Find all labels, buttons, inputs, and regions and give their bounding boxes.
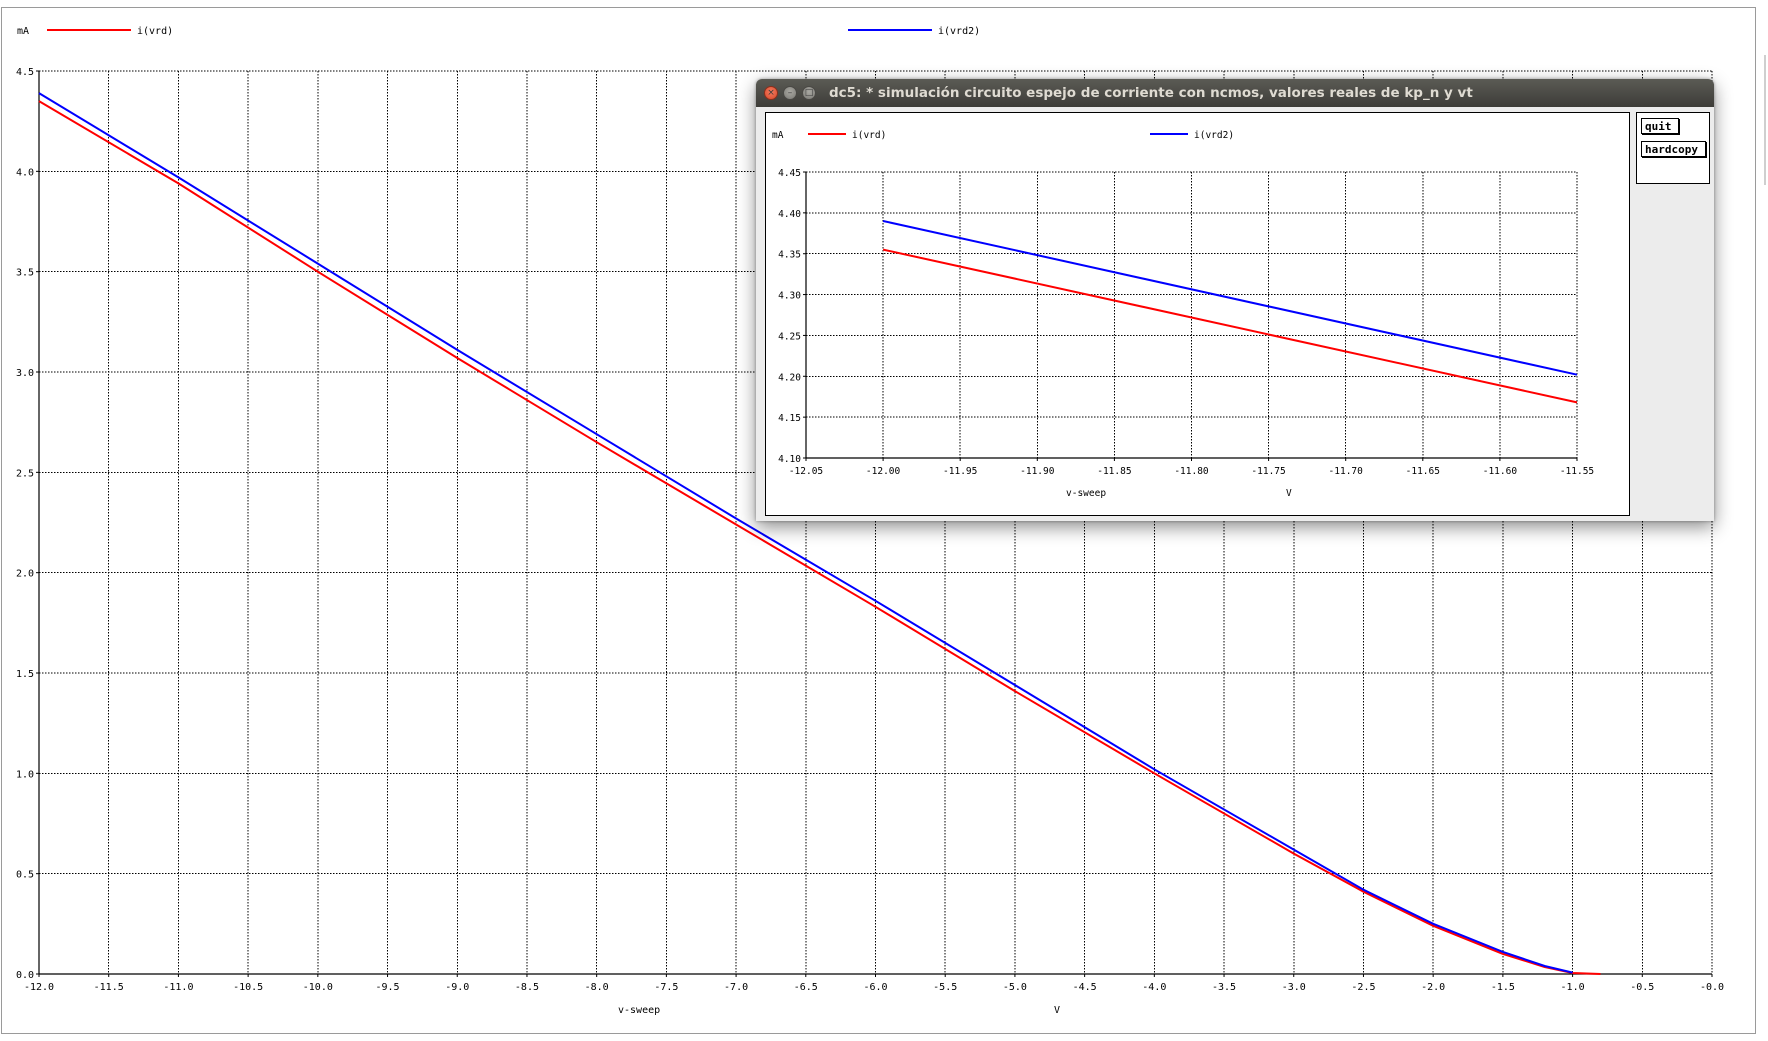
x-axis-label: v-sweep	[618, 1005, 660, 1016]
title-bar[interactable]: × – □ dc5: * simulación circuito espejo …	[756, 79, 1714, 107]
x-axis-label: v-sweep	[1066, 488, 1106, 499]
zoom-chart: -12.05 -12.00 -11.95 -11.90 -11.85 -11.80 -11.…	[772, 130, 1594, 499]
x-tick-label: -11.0	[163, 982, 193, 993]
y-tick-label: 4.5	[16, 67, 34, 78]
x-tick-label: -11.60	[1483, 466, 1518, 477]
x-tick-label: -4.0	[1142, 982, 1166, 993]
zoom-chart-group: -12.05 -12.00 -11.95 -11.90 -11.85 -11.80 -11.…	[772, 130, 1594, 499]
y-tick-label: 4.20	[778, 372, 801, 383]
y-tick-label: 0.5	[16, 870, 34, 881]
legend-label-ivrd2: i(vrd2)	[1194, 130, 1234, 141]
x-axis-unit: V	[1054, 1005, 1060, 1016]
legend-label-ivrd: i(vrd)	[137, 26, 173, 37]
x-tick-label: -1.0	[1561, 982, 1585, 993]
y-tick-label: 4.45	[778, 168, 801, 179]
series-line-ivrd2	[38, 92, 1573, 974]
zoom-plot-window: × – □ dc5: * simulación circuito espejo …	[756, 79, 1714, 521]
close-icon[interactable]: ×	[764, 86, 778, 100]
y-tick-label: 4.30	[778, 291, 801, 302]
y-tick-label: 3.5	[16, 268, 34, 279]
x-tick-label: -11.85	[1097, 466, 1131, 477]
x-tick-label: -8.0	[585, 982, 609, 993]
button-panel: quit hardcopy	[1636, 112, 1710, 184]
x-tick-label: -5.0	[1003, 982, 1027, 993]
y-tick-label: 0.0	[16, 970, 34, 981]
x-tick-label: -10.0	[303, 982, 333, 993]
x-tick-label: -8.5	[515, 982, 539, 993]
series-line-ivrd2	[882, 220, 1578, 376]
x-tick-label: -12.00	[866, 466, 901, 477]
y-tick-label: 2.5	[16, 468, 34, 479]
y-tick-label: 1.0	[16, 769, 34, 780]
x-tick-label: -6.0	[863, 982, 887, 993]
y-tick-label: 3.0	[16, 368, 34, 379]
x-tick-label: -11.65	[1406, 466, 1440, 477]
x-tick-label: -2.5	[1351, 982, 1375, 993]
x-axis-unit: V	[1286, 488, 1292, 499]
x-tick-label: -11.95	[943, 466, 977, 477]
x-tick-label: -3.5	[1212, 982, 1236, 993]
y-tick-label: 4.40	[778, 209, 801, 220]
x-tick-label: -11.5	[94, 982, 124, 993]
y-tick-label: 4.0	[16, 167, 34, 178]
x-tick-label: -3.0	[1282, 982, 1306, 993]
y-unit-label: mA	[772, 130, 784, 141]
y-tick-label: 1.5	[16, 669, 34, 680]
x-tick-label: -11.70	[1329, 466, 1364, 477]
series-line-ivrd	[882, 248, 1578, 404]
x-tick-label: -11.80	[1174, 466, 1209, 477]
x-tick-label: -2.0	[1421, 982, 1445, 993]
x-tick-label: -11.75	[1251, 466, 1285, 477]
x-tick-label: -7.5	[654, 982, 678, 993]
y-tick-label: 2.0	[16, 569, 34, 580]
x-tick-label: -11.90	[1020, 466, 1055, 477]
x-tick-label: -1.5	[1491, 982, 1515, 993]
legend-label-ivrd2: i(vrd2)	[938, 26, 980, 37]
quit-button[interactable]: quit	[1641, 118, 1679, 134]
zoom-plot-area: -12.05 -12.00 -11.95 -11.90 -11.85 -11.80 -11.…	[765, 112, 1630, 516]
x-tick-label: -11.55	[1560, 466, 1594, 477]
series-line-ivrd	[38, 100, 1601, 975]
y-unit-label: mA	[17, 26, 29, 37]
x-tick-label: -0.0	[1700, 982, 1724, 993]
window-title: dc5: * simulación circuito espejo de cor…	[829, 85, 1473, 101]
y-tick-label: 4.35	[778, 250, 801, 261]
y-tick-label: 4.15	[778, 413, 801, 424]
minimize-icon[interactable]: –	[783, 86, 797, 100]
legend-label-ivrd: i(vrd)	[852, 130, 886, 141]
x-tick-label: -9.0	[445, 982, 469, 993]
x-tick-label: -5.5	[933, 982, 957, 993]
x-tick-label: -6.5	[794, 982, 818, 993]
x-tick-label: -10.5	[233, 982, 263, 993]
x-tick-label: -4.5	[1073, 982, 1097, 993]
hardcopy-button[interactable]: hardcopy	[1641, 141, 1706, 157]
window-edge	[1764, 55, 1766, 185]
x-tick-label: -0.5	[1630, 982, 1654, 993]
maximize-icon[interactable]: □	[802, 86, 816, 100]
x-tick-label: -9.5	[375, 982, 399, 993]
x-tick-label: -7.0	[724, 982, 748, 993]
x-tick-label: -12.0	[24, 982, 54, 993]
y-tick-label: 4.10	[778, 454, 801, 465]
y-tick-label: 4.25	[778, 331, 801, 342]
x-tick-label: -12.05	[789, 466, 823, 477]
